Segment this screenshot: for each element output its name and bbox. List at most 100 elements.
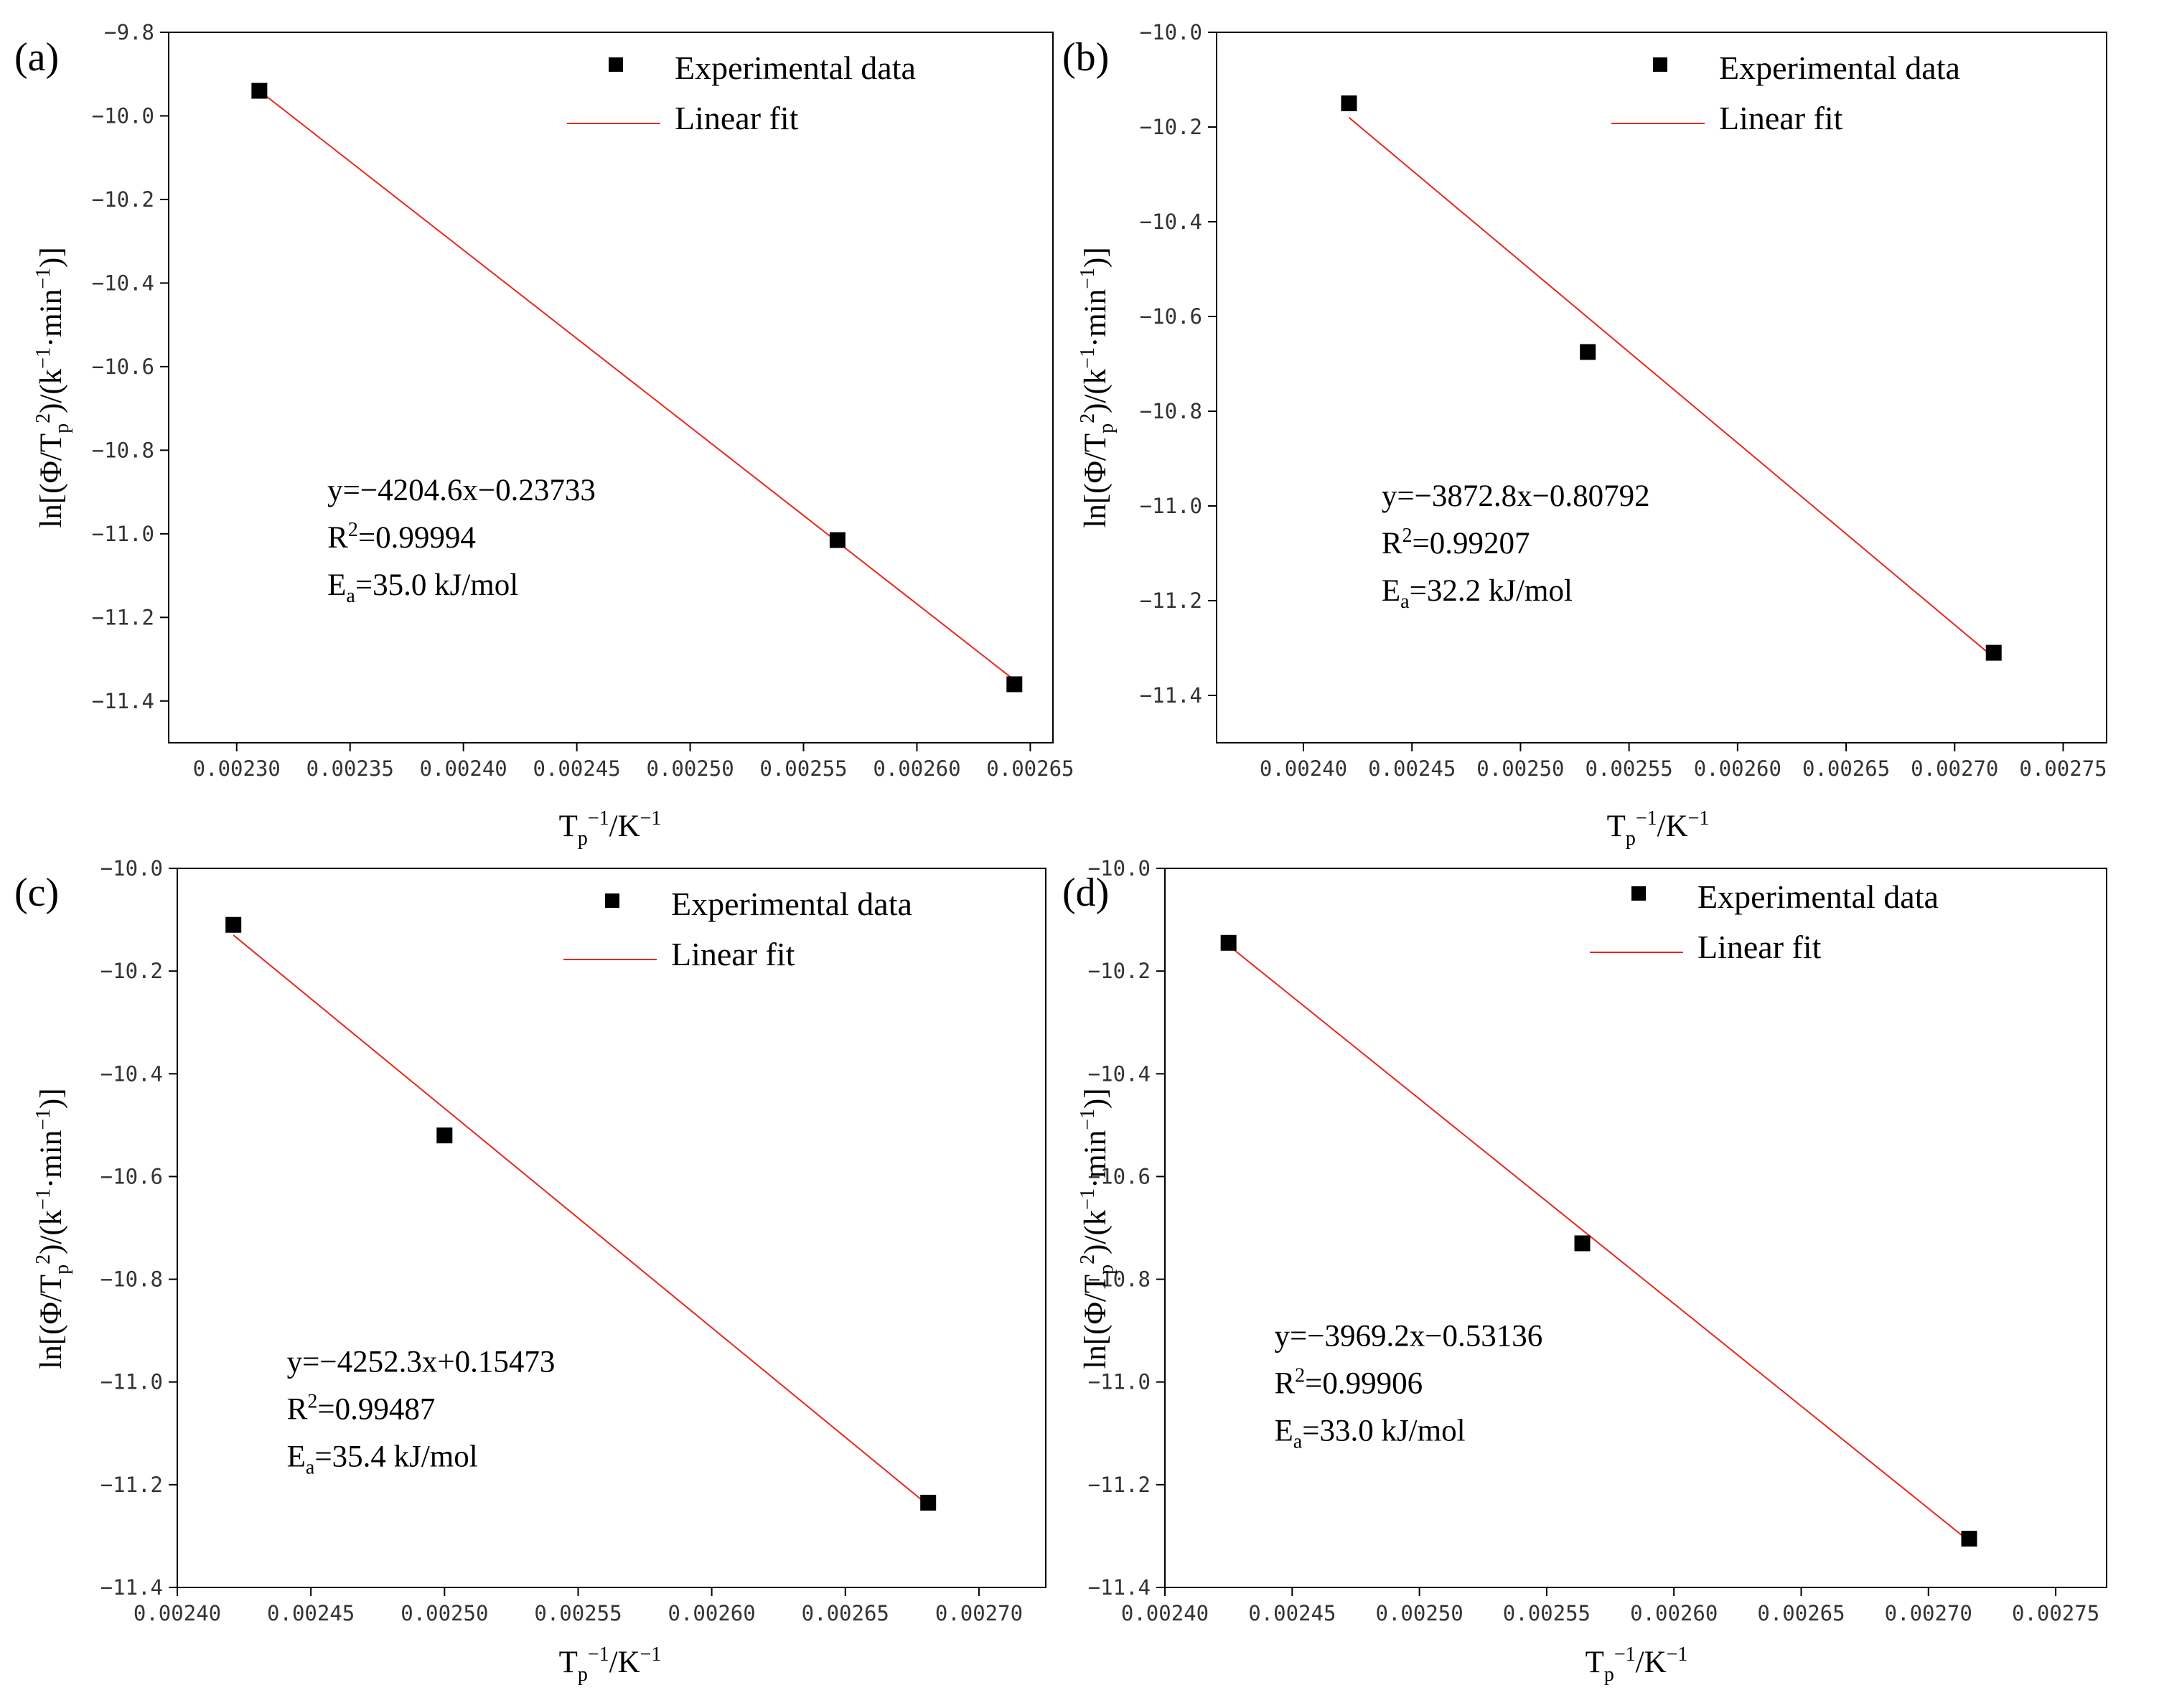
y-tick-label: −10.2 bbox=[100, 959, 163, 983]
y-tick-label: −11.0 bbox=[100, 1370, 163, 1394]
x-tick-label: 0.00250 bbox=[646, 756, 734, 781]
data-point bbox=[1961, 1531, 1977, 1547]
y-tick-label: −11.0 bbox=[1140, 494, 1202, 518]
y-tick-label: −10.8 bbox=[1088, 1267, 1151, 1292]
y-tick-label: −11.2 bbox=[1140, 588, 1202, 613]
legend-label-points: Experimental data bbox=[671, 886, 912, 922]
x-tick-label: 0.00260 bbox=[873, 756, 960, 781]
legend-label-fit: Linear fit bbox=[675, 100, 799, 136]
legend-marker bbox=[1653, 57, 1667, 72]
x-tick-label: 0.00235 bbox=[306, 756, 394, 781]
panel-label: (d) bbox=[1062, 871, 1109, 915]
data-point bbox=[1220, 934, 1237, 951]
legend-marker bbox=[605, 893, 619, 908]
fit-equation: y=−3872.8x−0.80792 bbox=[1382, 479, 1650, 513]
legend-label-fit: Linear fit bbox=[671, 936, 795, 972]
y-tick-label: −11.4 bbox=[100, 1575, 163, 1600]
fit-line bbox=[258, 90, 1015, 681]
x-tick-label: 0.00265 bbox=[802, 1601, 889, 1625]
x-tick-label: 0.00260 bbox=[1630, 1601, 1718, 1625]
legend-marker bbox=[1631, 886, 1646, 901]
plot-frame bbox=[168, 32, 1054, 743]
fit-line bbox=[1348, 117, 1995, 658]
y-tick-label: −11.4 bbox=[1140, 683, 1202, 708]
x-axis-label: Tp−1/K−1 bbox=[559, 1643, 662, 1686]
y-tick-label: −10.2 bbox=[92, 187, 154, 212]
fit-equation: y=−4252.3x+0.15473 bbox=[287, 1345, 556, 1379]
data-point bbox=[1580, 344, 1596, 360]
plot-frame bbox=[1216, 32, 2107, 743]
panel-label: (a) bbox=[14, 35, 59, 80]
y-tick-label: −11.4 bbox=[1088, 1575, 1151, 1600]
y-axis-label: ln[(Φ/Tp2)/(k−1·min−1)] bbox=[32, 247, 73, 527]
y-tick-label: −11.4 bbox=[92, 689, 154, 713]
activation-energy: Ea=35.4 kJ/mol bbox=[287, 1440, 478, 1478]
x-tick-label: 0.00245 bbox=[1248, 1601, 1336, 1625]
chart-panel-2: 0.00240 0.00245 0.00250 0.00255 0.00260 0.002… bbox=[14, 856, 1046, 1686]
y-tick-label: −10.4 bbox=[92, 271, 154, 295]
legend-label-points: Experimental data bbox=[1697, 878, 1939, 915]
y-tick-label: −11.2 bbox=[92, 605, 154, 629]
y-tick-label: −10.6 bbox=[100, 1164, 163, 1188]
y-tick-label: −9.8 bbox=[104, 20, 154, 44]
legend-label-points: Experimental data bbox=[1719, 50, 1960, 86]
x-tick-label: 0.00245 bbox=[533, 756, 621, 781]
x-tick-label: 0.00260 bbox=[1694, 756, 1781, 781]
y-tick-label: −10.4 bbox=[1140, 210, 1202, 234]
data-point bbox=[1985, 644, 2002, 661]
x-tick-label: 0.00240 bbox=[1260, 756, 1347, 781]
r-squared: R2=0.99207 bbox=[1382, 525, 1530, 560]
x-tick-label: 0.00270 bbox=[935, 1601, 1023, 1625]
y-axis-label: ln[(Φ/Tp2)/(k−1·min−1)] bbox=[1077, 1088, 1118, 1369]
x-tick-label: 0.00245 bbox=[1368, 756, 1456, 781]
x-tick-label: 0.00275 bbox=[2012, 1601, 2099, 1625]
r-squared: R2=0.99994 bbox=[327, 519, 476, 555]
x-tick-label: 0.00240 bbox=[1121, 1601, 1209, 1625]
x-tick-label: 0.00275 bbox=[2019, 756, 2107, 781]
x-tick-label: 0.00245 bbox=[267, 1601, 355, 1625]
legend-label-points: Experimental data bbox=[675, 50, 916, 86]
x-tick-label: 0.00250 bbox=[401, 1601, 488, 1625]
y-tick-label: −10.6 bbox=[92, 355, 154, 379]
y-tick-label: −10.8 bbox=[1140, 399, 1202, 423]
x-tick-label: 0.00240 bbox=[134, 1601, 221, 1625]
plot-frame bbox=[1164, 868, 2107, 1588]
fit-equation: y=−4204.6x−0.23733 bbox=[327, 474, 596, 507]
data-point bbox=[920, 1494, 937, 1511]
y-tick-label: −10.4 bbox=[100, 1061, 163, 1086]
data-point bbox=[1341, 95, 1357, 111]
data-point bbox=[1006, 676, 1023, 693]
y-tick-label: −10.8 bbox=[92, 438, 154, 462]
legend-label-fit: Linear fit bbox=[1719, 100, 1843, 136]
y-tick-label: −10.2 bbox=[1088, 959, 1151, 983]
y-tick-label: −11.0 bbox=[92, 522, 154, 546]
y-tick-label: −10.0 bbox=[1088, 856, 1151, 881]
fit-line bbox=[233, 934, 929, 1506]
y-tick-label: −10.6 bbox=[1140, 304, 1202, 329]
fit-line bbox=[1228, 944, 1970, 1542]
y-axis-label: ln[(Φ/Tp2)/(k−1·min−1)] bbox=[32, 1088, 73, 1369]
x-tick-label: 0.00255 bbox=[534, 1601, 622, 1625]
plot-frame bbox=[177, 868, 1046, 1588]
data-point bbox=[225, 916, 242, 933]
x-axis-label: Tp−1/K−1 bbox=[1586, 1643, 1688, 1686]
panel-label: (b) bbox=[1062, 35, 1109, 80]
x-axis-label: Tp−1/K−1 bbox=[1607, 807, 1710, 850]
chart-panel-3: 0.00240 0.00245 0.00250 0.00255 0.00260 0.002… bbox=[1062, 856, 2107, 1686]
x-tick-label: 0.00270 bbox=[1885, 1601, 1972, 1625]
y-tick-label: −10.8 bbox=[100, 1267, 163, 1292]
y-tick-label: −11.0 bbox=[1088, 1370, 1151, 1394]
activation-energy: Ea=35.0 kJ/mol bbox=[327, 568, 518, 607]
x-tick-label: 0.00265 bbox=[986, 756, 1074, 781]
x-tick-label: 0.00265 bbox=[1802, 756, 1890, 781]
y-axis-label: ln[(Φ/Tp2)/(k−1·min−1)] bbox=[1077, 247, 1118, 527]
legend-marker bbox=[609, 57, 623, 72]
panel-label: (c) bbox=[14, 871, 59, 915]
x-tick-label: 0.00260 bbox=[668, 1601, 756, 1625]
y-tick-label: −10.6 bbox=[1088, 1164, 1151, 1188]
chart-panel-0: 0.00230 0.00235 0.00240 0.00245 0.00250 0.002… bbox=[14, 20, 1074, 850]
r-squared: R2=0.99487 bbox=[287, 1390, 436, 1426]
x-axis-label: Tp−1/K−1 bbox=[559, 807, 662, 850]
activation-energy: Ea=32.2 kJ/mol bbox=[1382, 574, 1573, 613]
data-point bbox=[436, 1127, 453, 1144]
